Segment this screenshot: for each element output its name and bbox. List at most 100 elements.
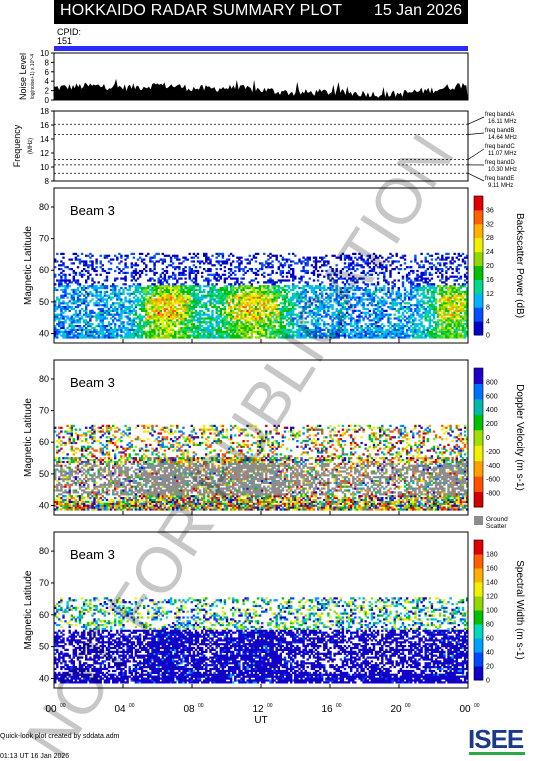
power-cell (215, 256, 218, 259)
power-cell (261, 328, 264, 331)
power-cell (155, 313, 158, 316)
power-cell (366, 292, 369, 295)
power-cell (339, 326, 343, 330)
power-cell (64, 336, 67, 339)
power-cell (410, 298, 413, 301)
power-cell (329, 266, 332, 269)
power-cell (232, 285, 235, 288)
power-cell (281, 288, 285, 292)
power-cell (194, 275, 198, 278)
power-cell (99, 325, 102, 328)
power-cell (269, 330, 272, 333)
power-cell (153, 317, 156, 320)
power-cell (354, 252, 357, 255)
power-cell (434, 330, 438, 333)
power-cell (374, 330, 378, 333)
power-cell (234, 317, 237, 320)
power-cell (335, 268, 338, 271)
power-cell (66, 334, 69, 337)
power-cell (364, 336, 367, 339)
power-cell (240, 298, 243, 301)
power-cell (389, 273, 392, 276)
power-cell (327, 298, 330, 301)
power-cell (370, 330, 374, 333)
noise-ytick-label: 2 (45, 87, 50, 96)
power-cell (300, 296, 303, 299)
power-cell (190, 323, 193, 326)
power-cell (157, 326, 160, 330)
power-cell (285, 275, 289, 278)
power-cell (302, 260, 305, 263)
power-cell (459, 307, 463, 311)
power-cell (192, 269, 196, 273)
power-cell (273, 319, 276, 322)
power-cell (408, 306, 411, 309)
power-cell (227, 334, 231, 337)
power-cell (153, 262, 156, 265)
power-cell (405, 334, 409, 337)
power-cell (134, 328, 138, 331)
power-cell (211, 254, 214, 257)
power-cell (395, 252, 398, 255)
power-cell (140, 302, 144, 305)
power-cell (62, 317, 65, 320)
power-cell (333, 332, 336, 335)
power-cell (323, 304, 326, 307)
power-cell (408, 292, 411, 295)
power-cell (89, 256, 92, 259)
power-cell (412, 315, 415, 318)
power-cell (290, 275, 293, 278)
power-cell (441, 328, 444, 331)
power-cell (87, 336, 90, 339)
power-cell (455, 326, 458, 330)
power-cell (331, 285, 334, 288)
power-cell (339, 330, 343, 333)
power-cell (124, 254, 127, 257)
power-cell (234, 281, 237, 284)
power-cell (80, 298, 84, 301)
power-cell (290, 260, 293, 263)
power-cell (451, 294, 454, 297)
power-cell (323, 323, 326, 326)
power-cell (314, 292, 318, 295)
power-cell (277, 266, 280, 269)
power-cell (461, 317, 465, 320)
power-cell (389, 330, 392, 333)
power-cell (391, 332, 394, 335)
power-cell (167, 275, 171, 278)
power-cell (304, 262, 307, 265)
power-cell (374, 290, 378, 293)
power-cell (232, 296, 235, 299)
power-cell (412, 313, 415, 316)
power-cell (85, 264, 88, 267)
power-cell (159, 287, 162, 290)
power-cell (428, 334, 432, 337)
power-cell (374, 264, 378, 267)
power-cell (350, 325, 353, 328)
power-cell (457, 254, 460, 257)
power-cell (254, 302, 258, 305)
power-cell (405, 302, 409, 305)
power-cell (316, 298, 320, 301)
power-cell (91, 262, 94, 265)
power-cell (215, 294, 218, 297)
power-cell (300, 290, 303, 293)
power-cell (343, 302, 347, 305)
power-cell (443, 300, 446, 303)
power-cell (229, 294, 233, 297)
power-cell (447, 319, 450, 322)
power-cell (300, 306, 303, 309)
freq-band-label: freq bandA (485, 112, 514, 118)
power-cell (294, 262, 297, 265)
power-cell (182, 269, 185, 273)
power-cell (399, 268, 403, 271)
power-cell (261, 313, 264, 316)
power-cell (412, 290, 415, 293)
power-cell (221, 307, 225, 311)
power-cell (201, 296, 204, 299)
power-cell (292, 330, 295, 333)
power-cell (215, 315, 218, 318)
power-cell (271, 326, 274, 330)
power-cell (449, 304, 452, 307)
power-cell (203, 288, 206, 292)
